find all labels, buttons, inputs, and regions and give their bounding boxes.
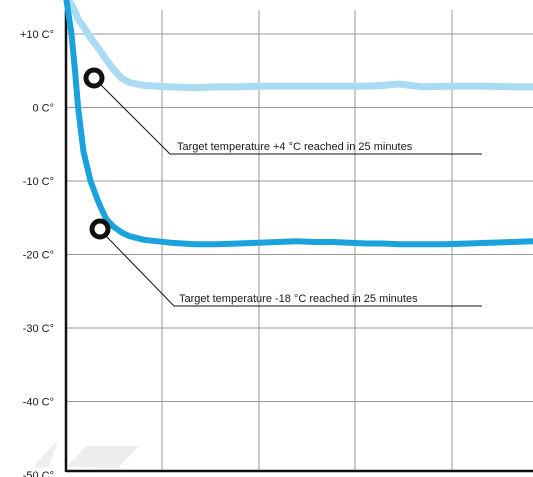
y-tick-label: -40 C° bbox=[23, 397, 54, 409]
y-tick-label: -30 C° bbox=[23, 323, 54, 335]
axes bbox=[64, 10, 533, 473]
annotation-leader-line bbox=[99, 83, 482, 155]
watermark-shape bbox=[35, 440, 139, 468]
series-lines bbox=[63, 0, 533, 248]
markers bbox=[83, 67, 111, 240]
y-tick-label: -20 C° bbox=[23, 250, 54, 262]
y-tick-label: -10 C° bbox=[23, 176, 54, 188]
annotation-label: Target temperature +4 °C reached in 25 m… bbox=[177, 141, 413, 153]
series-line-dark bbox=[63, 0, 533, 248]
marker-plus4 bbox=[83, 67, 105, 89]
marker-minus18 bbox=[89, 218, 111, 240]
annotation-minus18: Target temperature -18 °C reached in 25 … bbox=[105, 235, 482, 307]
annotation-plus4: Target temperature +4 °C reached in 25 m… bbox=[99, 83, 482, 155]
annotations: Target temperature +4 °C reached in 25 m… bbox=[99, 83, 482, 307]
y-axis-tick-labels: +10 C° 0 C° -10 C° -20 C° -30 C° -40 C° -50 C° bbox=[20, 29, 54, 477]
y-tick-label: 0 C° bbox=[32, 103, 54, 115]
y-tick-label: -50 C° bbox=[23, 470, 54, 477]
annotation-label: Target temperature -18 °C reached in 25 … bbox=[179, 293, 418, 305]
annotation-leader-line bbox=[105, 235, 482, 307]
series-line-light bbox=[63, 0, 533, 92]
y-tick-label: +10 C° bbox=[20, 29, 54, 41]
